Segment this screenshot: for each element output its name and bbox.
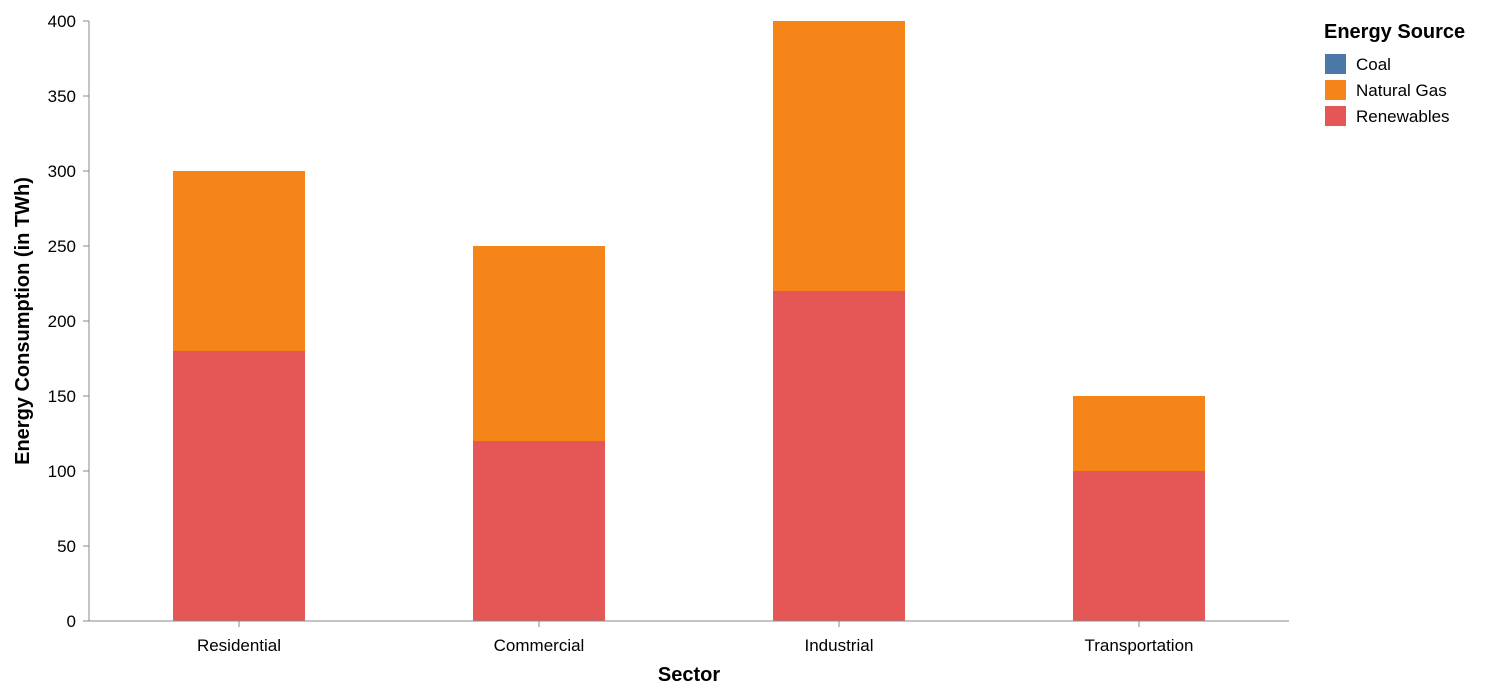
bars-layer <box>173 21 1205 621</box>
y-tick-label: 250 <box>48 237 76 256</box>
legend-swatch-coal <box>1325 54 1346 74</box>
y-tick-label: 300 <box>48 162 76 181</box>
bar-transportation-renewables <box>1073 471 1205 621</box>
y-tick-label: 350 <box>48 87 76 106</box>
y-tick-label: 100 <box>48 462 76 481</box>
bar-industrial-natural-gas <box>773 21 905 291</box>
legend-title: Energy Source <box>1324 21 1465 43</box>
legend-swatch-natural-gas <box>1325 80 1346 100</box>
y-tick-label: 150 <box>48 387 76 406</box>
y-axis-title: Energy Consumption (in TWh) <box>12 177 34 465</box>
bar-commercial-natural-gas <box>473 246 605 441</box>
legend-label-natural-gas: Natural Gas <box>1356 81 1447 100</box>
legend-swatch-renewables <box>1325 106 1346 126</box>
x-tick-label-residential: Residential <box>197 636 281 655</box>
y-tick-label: 0 <box>67 612 76 631</box>
y-axis: 0 50 100 150 200 250 300 350 400 <box>48 12 90 631</box>
legend-label-renewables: Renewables <box>1356 107 1450 126</box>
y-tick-label: 400 <box>48 12 76 31</box>
bar-transportation-natural-gas <box>1073 396 1205 471</box>
legend-label-coal: Coal <box>1356 55 1391 74</box>
y-tick-label: 200 <box>48 312 76 331</box>
bar-residential-natural-gas <box>173 171 305 351</box>
y-tick-label: 50 <box>57 537 76 556</box>
x-tick-label-commercial: Commercial <box>494 636 585 655</box>
x-axis-title: Sector <box>658 664 720 686</box>
bar-commercial-renewables <box>473 441 605 621</box>
legend: Energy Source Coal Natural Gas Renewables <box>1324 21 1465 126</box>
x-axis: Residential Commercial Industrial Transport… <box>89 620 1289 655</box>
bar-industrial-renewables <box>773 291 905 621</box>
bar-residential-renewables <box>173 351 305 621</box>
x-tick-label-industrial: Industrial <box>805 636 874 655</box>
x-tick-label-transportation: Transportation <box>1085 636 1194 655</box>
